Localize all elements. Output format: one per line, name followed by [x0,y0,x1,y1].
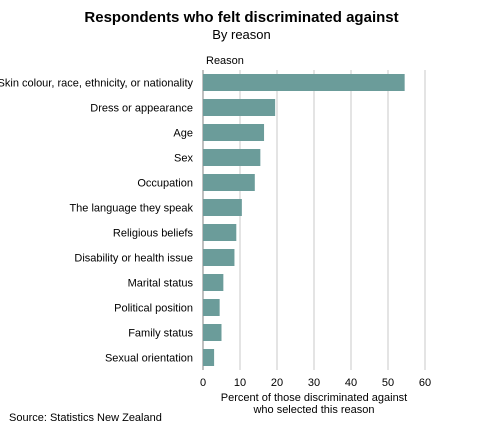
category-label: Dress or appearance [90,103,193,115]
bar [203,149,261,166]
x-tick-label: 50 [382,377,394,389]
category-labels: Skin colour, race, ethnicity, or nationa… [0,78,193,365]
category-label: Political position [114,303,193,315]
category-label: Marital status [128,278,194,290]
category-label: Religious beliefs [113,228,194,240]
category-label: Skin colour, race, ethnicity, or nationa… [0,78,193,90]
x-axis-title-line-2: who selected this reason [252,404,374,416]
category-label: Disability or health issue [74,253,193,265]
source-note: Source: Statistics New Zealand [9,412,162,424]
x-tick-label: 40 [345,377,357,389]
category-label: Sex [174,153,193,165]
bar [203,349,215,366]
x-tick-label: 60 [419,377,431,389]
chart-title: Respondents who felt discriminated again… [84,9,399,26]
x-tick-label: 0 [200,377,206,389]
bar [203,324,222,341]
bar [203,124,265,141]
bars [203,74,405,366]
bar [203,74,405,91]
bar [203,299,220,316]
x-tick-label: 30 [308,377,320,389]
bar [203,224,237,241]
category-label: Family status [128,328,193,340]
x-axis-title-line-1: Percent of those discriminated against [221,392,408,404]
bar [203,99,276,116]
category-label: The language they speak [69,203,193,215]
grid-lines [202,70,426,370]
chart-subtitle: By reason [212,27,271,42]
bar [203,274,224,291]
x-tick-label: 20 [271,377,283,389]
category-label: Age [173,128,193,140]
y-axis-title: Reason [206,55,244,67]
category-label: Occupation [137,178,193,190]
bar [203,199,242,216]
x-tick-labels: 0 10 20 30 40 50 60 [200,377,431,389]
category-label: Sexual orientation [105,353,193,365]
bar [203,174,255,191]
x-tick-label: 10 [234,377,246,389]
bar [203,249,235,266]
